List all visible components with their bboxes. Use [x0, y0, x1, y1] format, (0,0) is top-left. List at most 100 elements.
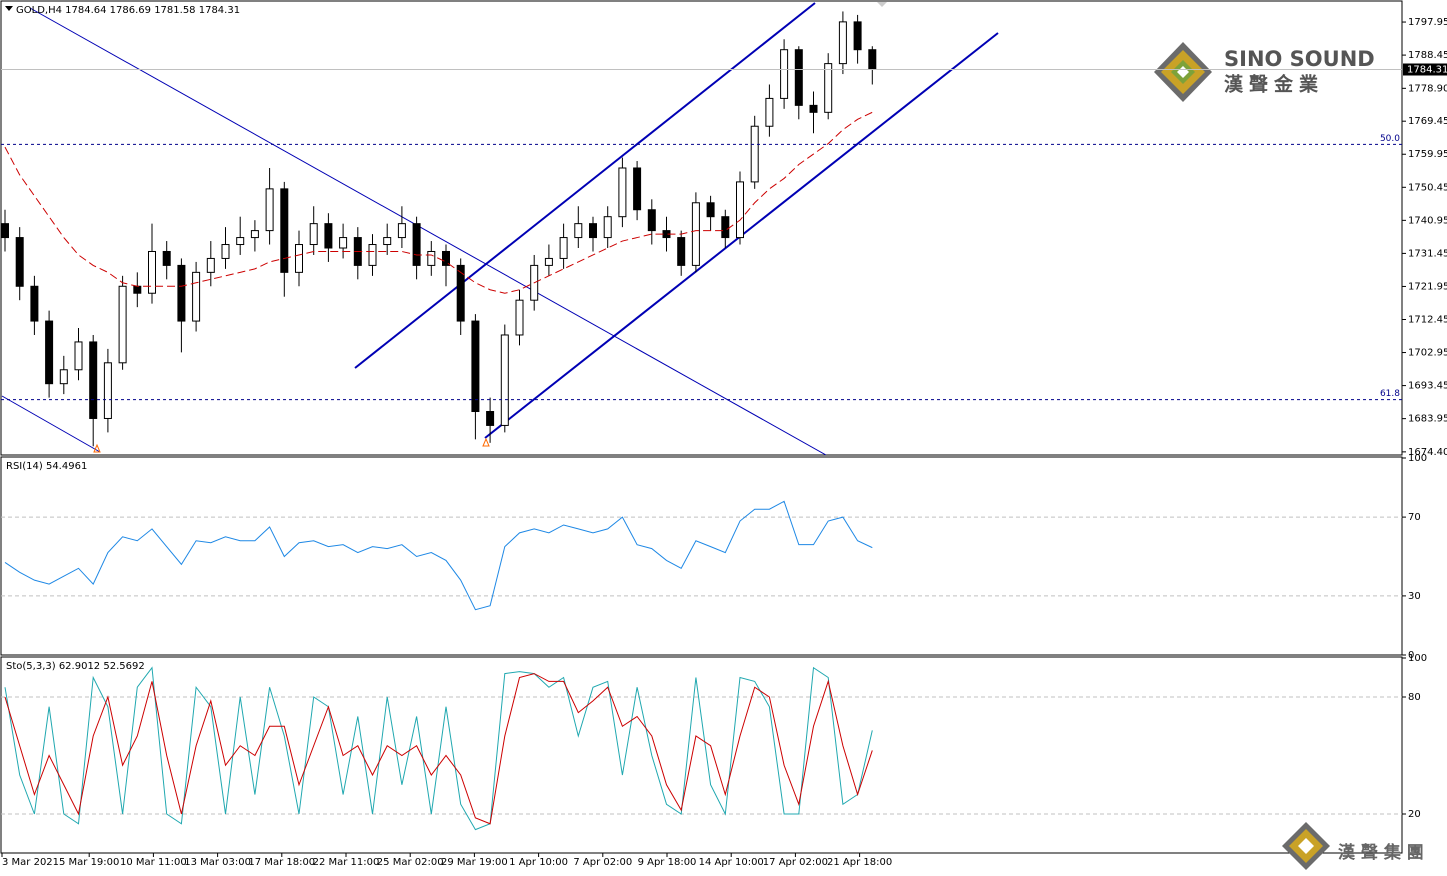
candle-body — [471, 320, 480, 413]
logo-chinese: 漢聲金業 — [1224, 73, 1324, 96]
y-tick-label: 100 — [1408, 653, 1427, 664]
candle-body — [206, 257, 215, 273]
candle-body — [780, 49, 789, 99]
x-tick-label: 22 Mar 11:00 — [313, 857, 380, 868]
y-tick-label: 1797.95 — [1408, 17, 1447, 28]
stoch-panel — [0, 656, 1403, 854]
indicator-line — [4, 500, 873, 611]
chart-title: GOLD,H4 1784.64 1786.69 1781.58 1784.31 — [16, 5, 240, 16]
logo-name: SINO SOUND — [1224, 47, 1375, 71]
channel-upper — [354, 2, 816, 369]
candle-body — [295, 244, 303, 273]
candle-body — [59, 369, 68, 385]
candle-body — [397, 223, 406, 239]
candle-body — [750, 125, 759, 183]
candle-body — [162, 250, 171, 266]
candle-body — [118, 285, 127, 364]
trend-lines — [1, 2, 999, 455]
x-tick-label: 10 Mar 11:00 — [120, 857, 187, 868]
x-tick-label: 1 Apr 10:00 — [509, 857, 568, 868]
candle-body — [515, 299, 524, 336]
candle-body — [647, 209, 656, 232]
candle-body — [603, 216, 612, 239]
y-tick-label: 1683.95 — [1408, 414, 1447, 425]
footer-logo: 漢 聲 集 團 — [1282, 822, 1424, 870]
rsi-title: RSI(14) 54.4961 — [6, 461, 87, 472]
candle-body — [691, 202, 700, 266]
y-tick-label: 70 — [1408, 512, 1421, 523]
shift-marker — [877, 2, 887, 7]
y-tick-label: 100 — [1408, 453, 1427, 464]
candle-body — [544, 257, 553, 266]
candle-body — [736, 181, 744, 239]
last-price-label: 1784.31 — [1407, 65, 1447, 76]
candle-body — [148, 250, 156, 294]
candle-body — [280, 188, 289, 273]
x-tick-label: 29 Mar 19:00 — [441, 857, 508, 868]
candle-body — [250, 230, 259, 239]
y-tick-label: 1759.95 — [1408, 149, 1447, 160]
x-tick-label: 5 Mar 19:00 — [59, 857, 119, 868]
y-tick-label: 1740.95 — [1408, 215, 1447, 226]
candle-body — [838, 21, 847, 65]
candle-body — [574, 223, 583, 239]
candle-body — [177, 264, 186, 322]
candle-body — [309, 223, 318, 246]
candle-body — [486, 411, 495, 426]
logo: SINO SOUND 漢聲金業 — [1154, 42, 1375, 102]
candle-body — [45, 320, 54, 385]
fib-label: 50.0 — [1380, 134, 1400, 144]
y-tick-label: 0 — [1408, 650, 1414, 661]
footer-text: 漢 聲 集 團 — [1338, 842, 1424, 863]
candle-body — [368, 244, 377, 266]
candle-body — [442, 250, 450, 266]
candle-body — [15, 237, 24, 287]
trend-line — [29, 7, 827, 455]
candle-body — [721, 216, 730, 239]
x-tick-label: 17 Mar 18:00 — [248, 857, 315, 868]
candle-body — [559, 237, 568, 259]
stoch-title: Sto(5,3,3) 62.9012 52.5692 — [6, 661, 145, 672]
candle-body — [868, 49, 877, 71]
last-price-box — [1403, 63, 1447, 76]
candle-body — [412, 223, 421, 266]
candle-body — [589, 223, 597, 239]
candle-body — [89, 341, 98, 419]
rsi-panel — [0, 456, 1403, 656]
x-tick-label: 7 Apr 02:00 — [573, 857, 632, 868]
candle-body — [192, 271, 201, 322]
indicator-line — [4, 666, 873, 831]
arrow-marker — [482, 437, 490, 447]
candle-body — [265, 188, 274, 232]
candle-body — [618, 167, 627, 218]
candle-body — [383, 237, 392, 246]
candle-body — [794, 49, 803, 106]
y-tick-label: 80 — [1408, 692, 1421, 703]
y-tick-label: 1712.45 — [1408, 314, 1447, 325]
y-tick-label: 1778.90 — [1408, 83, 1447, 94]
y-tick-label: 1788.45 — [1408, 50, 1447, 61]
candle-body — [133, 285, 142, 294]
y-tick-label: 1702.95 — [1408, 348, 1447, 359]
y-tick-label: 1693.45 — [1408, 381, 1447, 392]
y-tick-label: 1750.45 — [1408, 182, 1447, 193]
x-tick-label: 14 Apr 10:00 — [699, 857, 764, 868]
candle-body — [824, 63, 833, 113]
y-tick-label: 1769.45 — [1408, 116, 1447, 127]
candle-body — [500, 334, 509, 426]
y-tick-label: 20 — [1408, 809, 1421, 820]
x-tick-label: 9 Apr 18:00 — [638, 857, 697, 868]
arrow-marker — [93, 443, 101, 453]
fib-label: 61.8 — [1380, 389, 1400, 399]
logo-diamond — [1298, 838, 1314, 854]
trend-line — [1, 395, 101, 453]
candle-body — [324, 223, 333, 249]
candle-body — [221, 244, 230, 259]
moving-average — [4, 111, 873, 294]
candle-body — [853, 21, 862, 51]
logo-diamond — [1177, 66, 1189, 78]
candle-body — [456, 264, 465, 322]
y-tick-label: 1721.95 — [1408, 281, 1447, 292]
